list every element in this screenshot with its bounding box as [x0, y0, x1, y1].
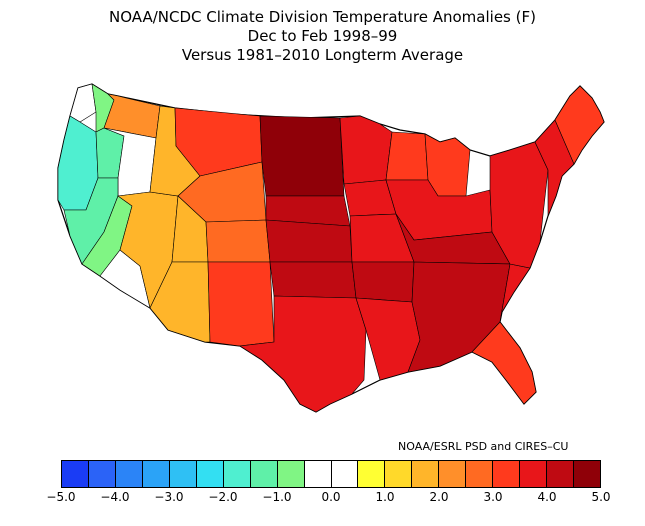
color-swatch	[115, 461, 143, 487]
scale-tick-label: −2.0	[208, 490, 238, 504]
color-swatch	[169, 461, 197, 487]
region-colorado	[205, 219, 271, 263]
scale-tick-label: −5.0	[46, 490, 76, 504]
region-washington-coast	[69, 83, 97, 123]
color-swatch	[520, 461, 548, 487]
region-wisconsin	[385, 131, 429, 181]
color-swatch	[196, 461, 224, 487]
color-swatch	[358, 461, 386, 487]
color-swatch	[439, 461, 467, 487]
scale-tick-label: −3.0	[154, 490, 184, 504]
color-swatch	[62, 461, 89, 487]
region-dakotas	[259, 115, 345, 197]
color-swatch	[385, 461, 413, 487]
color-swatch	[331, 461, 359, 487]
color-swatch	[574, 461, 601, 487]
color-swatch	[304, 461, 332, 487]
color-scale-bar	[61, 460, 601, 488]
scale-tick-label: 1.0	[375, 490, 395, 504]
color-swatch	[142, 461, 170, 487]
scale-tick-label: 5.0	[591, 490, 611, 504]
region-new-mexico	[207, 261, 275, 347]
climate-division-regions	[57, 83, 605, 413]
region-northern-maine	[554, 85, 605, 165]
region-oklahoma	[269, 261, 357, 299]
map-subtitle-period: Dec to Feb 1998–99	[247, 27, 398, 45]
color-swatch	[547, 461, 575, 487]
color-swatch	[250, 461, 278, 487]
scale-tick-label: 2.0	[429, 490, 449, 504]
map-title: NOAA/NCDC Climate Division Temperature A…	[109, 8, 536, 26]
color-swatch	[277, 461, 305, 487]
color-swatch	[466, 461, 494, 487]
region-kansas	[265, 219, 353, 263]
color-swatch	[223, 461, 251, 487]
scale-tick-label: 3.0	[483, 490, 503, 504]
region-arkansas	[351, 261, 415, 303]
color-swatch	[412, 461, 440, 487]
data-credit: NOAA/ESRL PSD and CIRES–CU	[398, 440, 569, 453]
color-scale-ticks: −5.0 −4.0 −3.0 −2.0 −1.0 0.0 1.0 2.0 3.0 4.0 5.0	[46, 490, 610, 512]
scale-tick-label: −4.0	[100, 490, 130, 504]
color-swatch	[88, 461, 116, 487]
region-mid-atlantic	[489, 141, 549, 269]
region-florida	[471, 321, 537, 405]
scale-tick-label: 4.0	[537, 490, 557, 504]
scale-tick-label: 0.0	[321, 490, 341, 504]
color-swatch	[493, 461, 521, 487]
scale-tick-label: −1.0	[262, 490, 292, 504]
map-subtitle-baseline: Versus 1981–2010 Longterm Average	[181, 46, 464, 64]
